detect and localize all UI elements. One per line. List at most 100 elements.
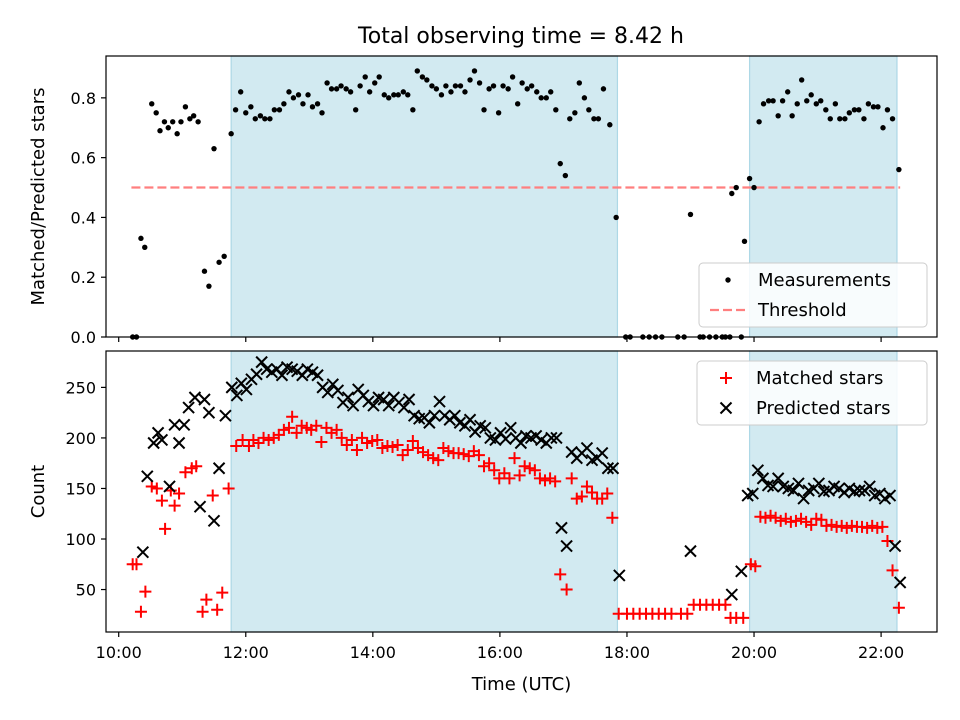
data-point	[572, 110, 578, 116]
data-point	[893, 576, 907, 589]
data-point	[381, 92, 387, 98]
data-point	[242, 440, 255, 453]
y-tick-label: 150	[65, 479, 96, 498]
data-point	[797, 492, 810, 505]
chart-title: Total observing time = 8.42 h	[357, 24, 684, 49]
data-point	[225, 381, 239, 394]
data-point	[687, 211, 694, 218]
x-tick-label: 10:00	[96, 643, 142, 662]
data-point	[300, 101, 306, 107]
data-point	[206, 489, 219, 502]
data-point	[141, 470, 154, 483]
data-point	[565, 472, 578, 485]
data-point	[779, 98, 786, 104]
data-point	[328, 86, 335, 92]
data-point	[514, 436, 528, 450]
y-axis-label: Matched/Predicted stars	[28, 88, 49, 306]
data-point	[366, 434, 379, 447]
data-point	[331, 384, 345, 397]
data-point	[396, 449, 409, 462]
data-point	[733, 184, 739, 191]
data-point	[295, 419, 308, 432]
data-point	[335, 431, 348, 444]
data-point	[784, 515, 797, 528]
data-point	[524, 86, 530, 92]
data-point	[433, 86, 440, 92]
data-point	[211, 145, 217, 152]
data-point	[880, 125, 886, 131]
data-point	[514, 101, 521, 107]
data-point	[410, 107, 416, 113]
data-point	[863, 480, 876, 493]
count-markers	[126, 355, 907, 624]
data-point	[600, 86, 607, 92]
data-point	[580, 480, 593, 493]
data-point	[165, 125, 171, 131]
data-point	[182, 104, 189, 110]
data-point	[350, 444, 363, 457]
data-point	[155, 494, 168, 507]
data-point	[735, 565, 748, 578]
data-point	[252, 436, 265, 449]
data-point	[875, 104, 881, 110]
data-point	[560, 539, 573, 553]
data-point	[188, 391, 202, 404]
data-point	[405, 92, 411, 98]
data-point	[613, 569, 626, 582]
data-point	[853, 484, 866, 497]
data-point	[356, 431, 369, 444]
data-point	[362, 74, 368, 80]
data-point	[534, 89, 540, 95]
data-point	[170, 119, 176, 125]
data-point	[216, 259, 222, 265]
axes-frame	[105, 350, 938, 633]
data-point	[813, 101, 819, 107]
data-point	[157, 128, 163, 134]
data-point	[509, 74, 516, 80]
data-point	[457, 83, 464, 89]
data-point	[130, 558, 143, 571]
data-point	[178, 119, 184, 125]
data-point	[486, 86, 492, 92]
y-tick-label: 0.0	[71, 328, 96, 347]
data-point	[812, 477, 826, 490]
data-point	[190, 460, 203, 473]
data-point	[528, 83, 535, 89]
data-point	[513, 469, 526, 482]
data-point	[789, 514, 802, 527]
data-point	[142, 244, 148, 251]
data-point	[586, 107, 592, 113]
y-tick-label: 100	[65, 530, 96, 549]
data-point	[756, 472, 770, 485]
data-point	[746, 175, 753, 182]
data-point	[462, 450, 475, 463]
data-point	[357, 83, 363, 89]
data-point	[760, 101, 767, 107]
data-point	[794, 101, 800, 107]
data-point	[837, 116, 843, 122]
data-point	[725, 588, 738, 601]
data-point	[286, 89, 292, 95]
y-tick-label: 250	[65, 378, 96, 397]
data-point	[771, 472, 785, 485]
legend-box	[696, 360, 928, 426]
data-point	[198, 393, 211, 406]
data-point	[277, 423, 290, 436]
data-point	[346, 399, 360, 412]
data-point	[751, 464, 765, 477]
data-point	[825, 518, 838, 531]
data-point	[815, 513, 828, 526]
data-point	[684, 544, 697, 558]
data-point	[595, 116, 602, 122]
data-point	[798, 77, 805, 83]
data-point	[553, 107, 559, 113]
data-point	[462, 89, 468, 95]
data-point	[202, 406, 216, 419]
data-point	[749, 560, 762, 573]
data-point	[386, 441, 399, 454]
data-point	[272, 428, 285, 441]
data-point	[567, 116, 573, 122]
data-point	[550, 431, 563, 445]
data-point	[865, 101, 872, 107]
